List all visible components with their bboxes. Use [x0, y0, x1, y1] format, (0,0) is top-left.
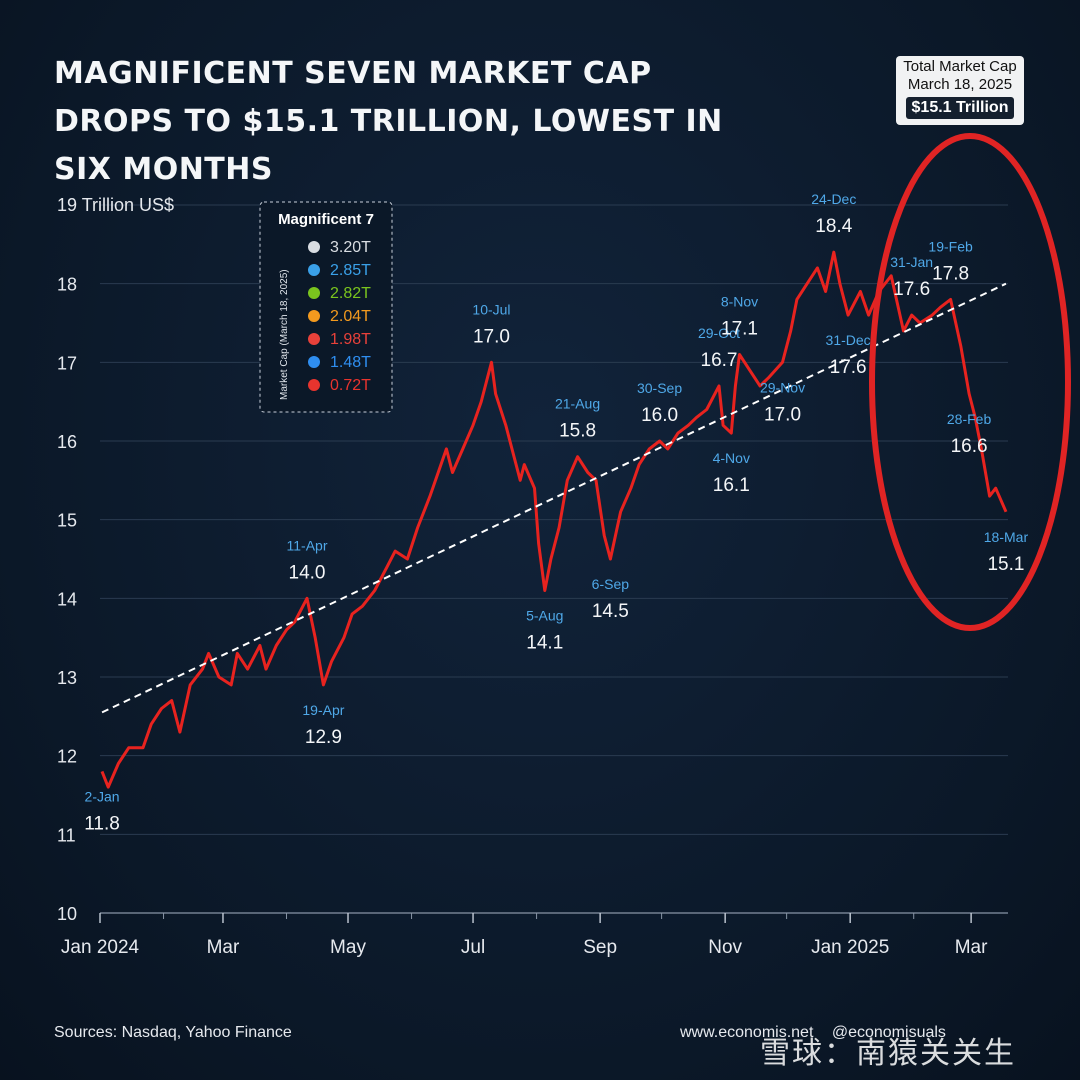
tesla-logo-icon	[308, 379, 320, 391]
legend-value: 1.48T	[330, 354, 371, 371]
x-tick-label: Sep	[583, 937, 617, 958]
annotation-date-label: 8-Nov	[721, 293, 758, 309]
annotation-value-label: 14.0	[289, 562, 326, 583]
legend-value: 2.04T	[330, 308, 371, 325]
annotation-value-label: 14.1	[526, 632, 563, 653]
footer-credits: www.economis.net @economisuals	[680, 1024, 946, 1042]
annotation-value-label: 18.4	[815, 216, 852, 237]
annotation-date-label: 31-Dec	[826, 332, 871, 348]
legend-value: 0.72T	[330, 377, 371, 394]
google-logo-icon	[308, 333, 320, 345]
x-tick-label: Jan 2025	[811, 937, 889, 958]
annotation-value-label: 17.6	[830, 357, 867, 378]
legend-title: Magnificent 7	[278, 211, 374, 228]
x-tick-label: Mar	[955, 937, 988, 958]
y-tick-label: 13	[57, 668, 77, 688]
amazon-logo-icon	[308, 310, 320, 322]
annotation-value-label: 12.9	[305, 727, 342, 748]
watermark-text: 雪球：南猿关关生	[760, 1036, 1016, 1071]
annotation-date-label: 5-Aug	[526, 607, 563, 623]
annotation-value-label: 17.8	[932, 263, 969, 284]
trend-line	[101, 282, 1007, 714]
annotation-value-label: 16.0	[641, 405, 678, 426]
annotation-date-label: 11-Apr	[287, 537, 328, 553]
apple-logo-icon	[308, 241, 320, 253]
annotation-date-label: 29-Oct	[698, 325, 740, 341]
legend: Magnificent 7 Market Cap (March 18, 2025)…	[259, 201, 393, 413]
annotation-value-label: 11.8	[84, 813, 120, 834]
x-tick-label: Jan 2024	[61, 937, 140, 958]
total-box-line1: Total Market Cap	[903, 58, 1017, 75]
microsoft-logo-icon	[308, 264, 320, 276]
total-box-line2: March 18, 2025	[907, 76, 1013, 93]
annotation-value-label: 14.5	[592, 601, 629, 622]
social-handle[interactable]: @economisuals	[831, 1024, 946, 1041]
annotation-date-label: 21-Aug	[555, 396, 600, 412]
y-tick-label: 11	[57, 825, 76, 845]
series-line	[100, 250, 1008, 789]
annotation-date-label: 19-Feb	[928, 238, 973, 254]
annotation-date-label: 2-Jan	[85, 788, 120, 804]
y-tick-label: 12	[57, 747, 77, 767]
annotation-value-label: 15.8	[559, 421, 596, 442]
total-market-cap-box: Total Market Cap March 18, 2025 $15.1 Tr…	[896, 56, 1024, 125]
nvidia-logo-icon	[308, 287, 320, 299]
x-tick-label: Jul	[461, 937, 485, 958]
legend-value: 1.98T	[330, 331, 371, 348]
chart-title: Magnificent Seven Market Cap Drops to $1…	[54, 56, 723, 187]
annotation-value-label: 17.0	[764, 404, 801, 425]
website-link[interactable]: www.economis.net	[680, 1024, 814, 1041]
annotation-date-label: 10-Jul	[472, 301, 510, 317]
annotation-value-label: 17.1	[721, 318, 758, 339]
annotation-date-label: 18-Mar	[984, 529, 1029, 545]
y-axis-label: 19 Trillion US$	[57, 195, 174, 215]
y-tick-label: 16	[57, 432, 77, 452]
annotation-value-label: 17.0	[473, 326, 510, 347]
annotation-value-label: 17.6	[893, 279, 930, 300]
x-tick-label: May	[330, 937, 366, 958]
annotation-value-label: 16.7	[701, 350, 738, 371]
annotation-date-label: 24-Dec	[811, 191, 856, 207]
legend-value: 2.82T	[330, 285, 371, 302]
annotation-date-label: 19-Apr	[302, 702, 344, 718]
annotation-date-label: 6-Sep	[592, 576, 630, 592]
meta-logo-icon	[308, 356, 320, 368]
y-tick-label: 18	[57, 275, 77, 295]
annotation-date-label: 31-Jan	[890, 254, 933, 270]
y-tick-label: 17	[57, 353, 77, 373]
annotation-date-label: 28-Feb	[947, 411, 992, 427]
annotation-value-label: 15.1	[987, 554, 1024, 575]
annotation-value-label: 16.6	[951, 436, 988, 457]
annotation-value-label: 16.1	[713, 475, 750, 496]
y-tick-label: 15	[57, 511, 77, 531]
legend-side-label: Market Cap (March 18, 2025)	[279, 269, 290, 400]
x-tick-label: Nov	[708, 937, 742, 958]
y-tick-label: 10	[57, 904, 77, 924]
annotation-date-label: 4-Nov	[713, 450, 750, 466]
x-tick-label: Mar	[207, 937, 240, 958]
y-tick-label: 14	[57, 589, 77, 609]
highlight-ellipse	[869, 133, 1071, 631]
sources-note: Sources: Nasdaq, Yahoo Finance	[54, 1024, 292, 1041]
legend-value: 3.20T	[330, 239, 371, 256]
legend-value: 2.85T	[330, 262, 371, 279]
annotation-date-label: 29-Nov	[760, 379, 805, 395]
total-box-value: $15.1 Trillion	[905, 97, 1015, 119]
annotation-date-label: 30-Sep	[637, 380, 682, 396]
legend-box	[259, 201, 393, 413]
